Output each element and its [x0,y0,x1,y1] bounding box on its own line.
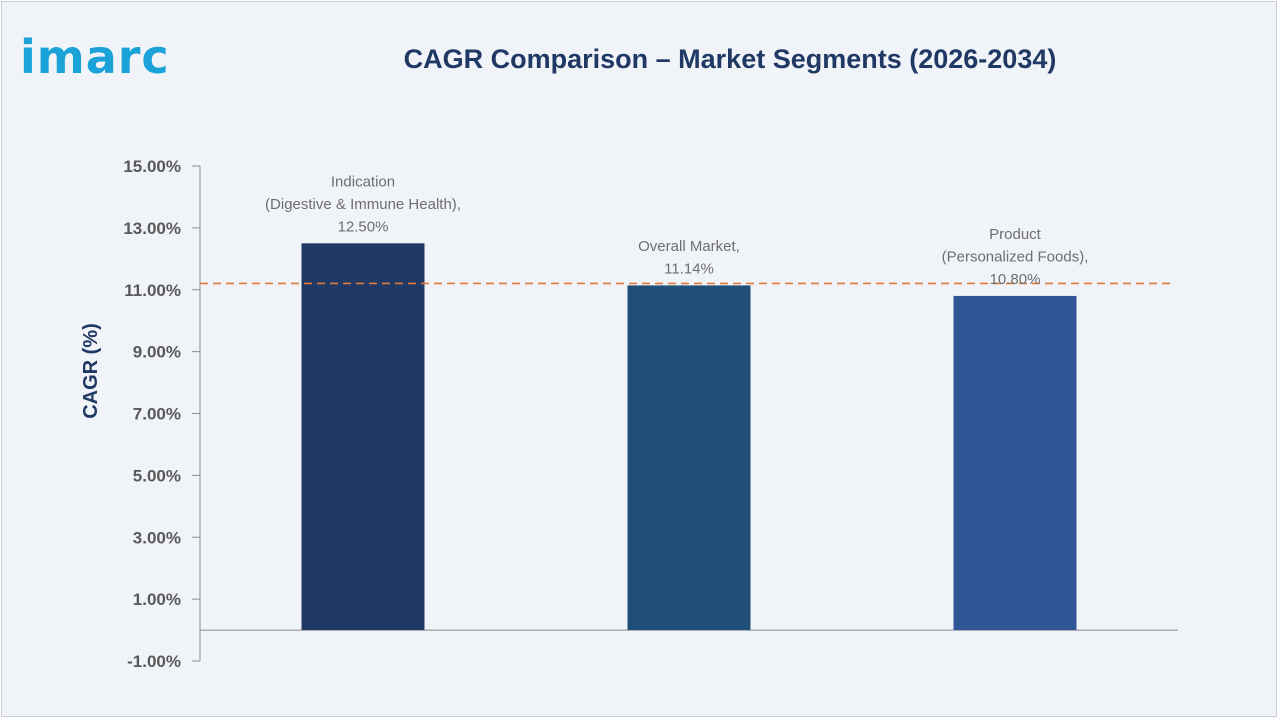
chart-title: CAGR Comparison – Market Segments (2026-… [403,44,1057,74]
bar [301,243,425,631]
data-label: (Personalized Foods), [942,248,1089,265]
data-label: Indication [331,173,395,190]
data-label: Product [989,226,1042,243]
data-labels: Indication (Digestive & Immune Health), 12… [265,173,1088,288]
data-label: 11.14% [664,260,714,277]
data-label: 12.50% [338,218,389,235]
imarc-logo: imarc [20,30,170,84]
y-tick-label: 5.00% [133,466,181,485]
y-tick-label: 15.00% [123,157,181,176]
y-axis-label: CAGR (%) [80,323,102,419]
y-tick-label: 3.00% [133,528,181,547]
data-label: (Digestive & Immune Health), [265,196,461,213]
y-tick-label: 9.00% [133,343,181,362]
bar [953,295,1077,631]
y-tick-label: 11.00% [124,281,181,300]
y-axis: 15.00% 13.00% 11.00% 9.00% 7.00% 5.00% 3.00% 1.… [123,157,1178,671]
y-tick-label: 7.00% [133,405,181,424]
bars [301,243,1077,631]
data-label: 10.80% [990,271,1041,288]
y-tick-label: 13.00% [123,219,181,238]
bar [627,285,751,631]
y-tick-label: 1.00% [133,590,181,609]
data-label: Overall Market, [638,238,740,255]
y-tick-label: -1.00% [127,652,181,671]
